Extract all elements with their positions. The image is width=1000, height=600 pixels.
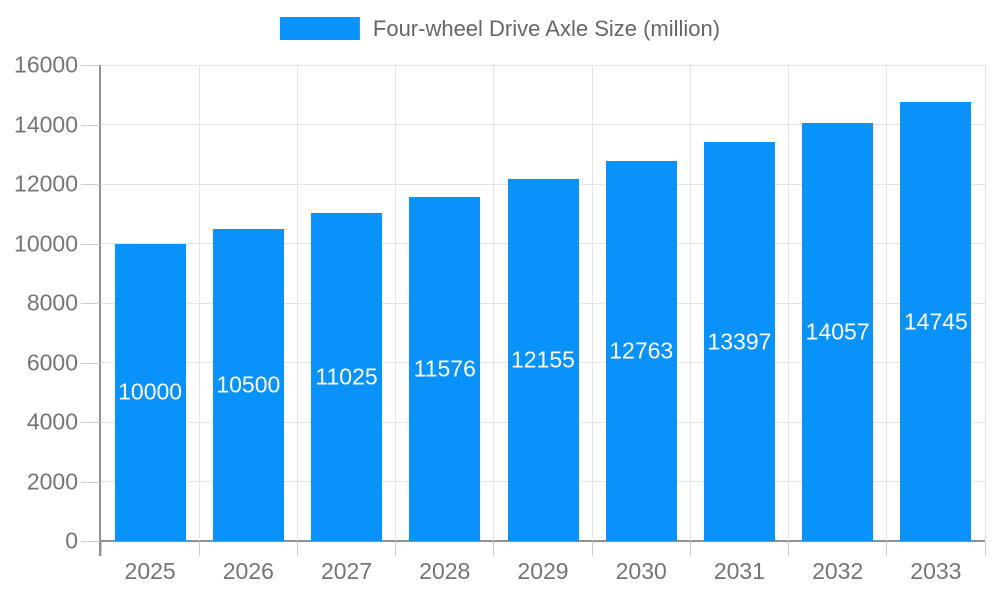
x-gridline <box>591 65 593 541</box>
x-gridline <box>788 65 790 541</box>
x-axis-tick <box>788 542 790 556</box>
bar-2025: 10000 <box>114 243 186 541</box>
y-axis-label: 4000 <box>26 408 78 435</box>
bar-2029: 12155 <box>507 179 579 541</box>
bar-value-label: 14745 <box>903 308 968 335</box>
y-axis-tick <box>81 422 100 423</box>
x-axis-label: 2033 <box>910 558 962 584</box>
bar-value-label: 14057 <box>805 318 870 345</box>
bar-value-label: 10500 <box>216 371 281 398</box>
x-axis-label: 2031 <box>713 558 766 584</box>
x-axis-line <box>99 540 985 542</box>
x-gridline <box>689 65 691 541</box>
bar-value-label: 13397 <box>707 328 772 355</box>
x-gridline <box>984 65 986 541</box>
bar-2032: 14057 <box>802 122 874 541</box>
y-axis-tick <box>81 243 100 245</box>
x-axis-tick <box>493 542 495 556</box>
bar-2028: 11576 <box>409 196 481 541</box>
y-axis-tick <box>81 184 100 185</box>
bar-2033: 14745 <box>900 102 972 541</box>
legend-item[interactable]: Four-wheel Drive Axle Size (million) <box>279 16 721 41</box>
x-axis-label: 2026 <box>222 558 274 584</box>
y-axis-tick <box>81 541 100 542</box>
x-axis-tick <box>984 542 986 556</box>
y-axis-label: 0 <box>65 527 78 554</box>
x-axis-tick <box>689 542 691 556</box>
x-gridline <box>493 65 495 541</box>
bar-2027: 11025 <box>311 213 383 541</box>
y-axis-tick <box>81 303 100 304</box>
y-axis-label: 8000 <box>26 289 78 316</box>
y-gridline <box>101 124 985 125</box>
y-axis-label: 6000 <box>26 349 78 375</box>
x-gridline <box>395 65 397 541</box>
y-axis-tick <box>81 362 100 364</box>
bar-value-label: 10000 <box>118 378 183 405</box>
x-axis-tick <box>395 542 397 556</box>
x-axis-tick <box>591 542 593 556</box>
x-axis-label: 2029 <box>517 558 569 584</box>
x-gridline <box>296 65 298 541</box>
x-gridline <box>198 65 200 541</box>
x-axis-label: 2028 <box>419 558 471 584</box>
y-axis-tick <box>81 481 100 483</box>
legend-label: Four-wheel Drive Axle Size (million) <box>372 16 721 41</box>
y-axis-line <box>99 65 101 556</box>
x-axis-label: 2025 <box>124 558 176 584</box>
bar-value-label: 11025 <box>315 363 378 390</box>
bar-2030: 12763 <box>605 161 677 541</box>
x-axis-label: 2032 <box>812 558 864 584</box>
x-axis-tick <box>886 542 888 556</box>
x-axis-label: 2027 <box>320 558 373 584</box>
x-axis-tick <box>198 542 200 556</box>
y-axis-tick <box>81 124 100 126</box>
y-axis-label: 10000 <box>14 230 78 256</box>
bar-2031: 13397 <box>703 142 775 541</box>
y-axis-label: 16000 <box>14 51 78 78</box>
plot-area: 10000 10500 11025 11576 12155 12763 13397 14057… <box>101 64 986 541</box>
x-axis-tick <box>296 542 298 556</box>
bar-2026: 10500 <box>212 228 284 541</box>
x-gridline <box>886 65 888 541</box>
y-axis-label: 2000 <box>26 468 78 494</box>
y-axis-label: 12000 <box>14 170 78 197</box>
bar-value-label: 12155 <box>511 346 575 373</box>
bar-value-label: 12763 <box>609 337 674 364</box>
x-axis-label: 2030 <box>615 558 667 584</box>
y-axis-tick <box>81 65 100 66</box>
bar-value-label: 11576 <box>413 355 476 382</box>
x-axis-tick <box>100 542 102 556</box>
y-axis-label: 14000 <box>14 111 78 137</box>
legend-swatch[interactable] <box>279 17 360 40</box>
y-gridline <box>101 64 985 66</box>
